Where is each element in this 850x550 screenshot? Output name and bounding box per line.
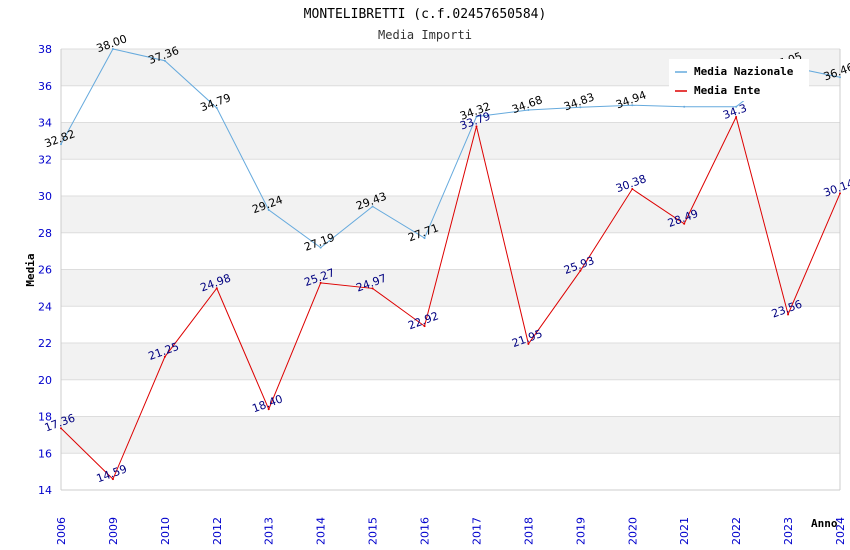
x-tick-label-2020: 2020 — [626, 517, 639, 545]
data-point-0-13 — [735, 105, 738, 108]
data-point-1-14 — [787, 313, 790, 316]
y-tick-label-30: 30 — [38, 190, 52, 203]
y-tick-label-16: 16 — [38, 447, 52, 460]
data-point-1-11 — [631, 188, 634, 191]
data-point-0-1 — [111, 48, 114, 50]
band-20 — [61, 343, 840, 380]
x-tick-label-2012: 2012 — [211, 517, 224, 545]
data-point-0-2 — [163, 59, 166, 62]
chart-title: MONTELIBRETTI (c.f.02457650584) — [304, 7, 547, 22]
x-tick-label-2014: 2014 — [315, 517, 328, 545]
data-point-1-7 — [423, 325, 426, 328]
data-label-0-3: 34.79 — [199, 91, 233, 114]
x-tick-label-2021: 2021 — [678, 517, 691, 545]
data-label-0-11: 34.94 — [614, 88, 648, 111]
x-tick-label-2006: 2006 — [55, 517, 68, 545]
data-point-0-11 — [631, 104, 634, 107]
data-point-0-9 — [527, 109, 530, 112]
x-tick-label-2017: 2017 — [470, 517, 483, 545]
series-lines — [60, 48, 841, 481]
y-tick-label-14: 14 — [38, 484, 52, 497]
x-axis-label: Anno — [811, 517, 838, 530]
x-tick-labels: 2006 2009 2010 2012 2013 2014 2015 2016 2017 2018… — [55, 517, 847, 545]
x-tick-label-2022: 2022 — [730, 517, 743, 545]
band-32 — [61, 122, 840, 160]
data-point-1-13 — [735, 115, 738, 118]
data-point-1-1 — [111, 478, 114, 481]
data-point-0-4 — [267, 208, 270, 211]
data-point-0-8 — [475, 115, 478, 118]
legend: Media Nazionale Media Ente — [669, 59, 809, 101]
legend-label-nazionale: Media Nazionale — [694, 65, 794, 78]
data-point-0-6 — [371, 205, 374, 208]
data-point-1-6 — [371, 287, 374, 290]
data-point-0-5 — [319, 246, 322, 249]
data-point-0-0 — [60, 143, 62, 146]
x-tick-label-2024: 2024 — [834, 517, 847, 545]
x-tick-label-2013: 2013 — [263, 517, 276, 545]
legend-label-ente: Media Ente — [694, 84, 761, 97]
y-tick-label-28: 28 — [38, 227, 52, 240]
y-tick-label-32: 32 — [38, 153, 52, 166]
y-tick-label-36: 36 — [38, 80, 52, 93]
y-tick-label-38: 38 — [38, 43, 52, 56]
x-tick-label-2016: 2016 — [419, 517, 432, 545]
data-point-1-9 — [527, 342, 530, 345]
data-point-1-3 — [215, 287, 218, 290]
data-point-1-8 — [475, 125, 478, 128]
data-label-1-4: 18.40 — [251, 392, 285, 415]
band-16 — [61, 416, 840, 454]
data-point-1-5 — [319, 281, 322, 284]
data-label-0-9: 34.68 — [510, 93, 544, 116]
data-point-1-4 — [267, 408, 270, 411]
data-point-0-15 — [839, 76, 841, 79]
data-label-1-7: 22.92 — [406, 309, 440, 332]
x-tick-label-2010: 2010 — [159, 517, 172, 545]
data-point-1-2 — [163, 355, 166, 358]
data-label-0-10: 34.83 — [562, 90, 596, 113]
data-point-1-0 — [60, 427, 62, 430]
data-point-0-7 — [423, 237, 426, 240]
y-tick-label-24: 24 — [38, 300, 52, 313]
x-tick-label-2015: 2015 — [367, 517, 380, 545]
y-tick-label-26: 26 — [38, 264, 52, 277]
legend-box — [669, 59, 809, 101]
data-label-0-5: 27.19 — [302, 231, 336, 254]
data-point-1-12 — [683, 222, 686, 225]
grid-lines — [60, 48, 841, 491]
data-point-0-3 — [215, 106, 218, 109]
chart-subtitle: Media Importi — [378, 28, 472, 42]
data-point-0-12 — [683, 105, 686, 108]
x-tick-label-2009: 2009 — [107, 517, 120, 545]
y-tick-label-18: 18 — [38, 411, 52, 424]
data-point-0-10 — [579, 106, 582, 109]
x-tick-label-2023: 2023 — [782, 517, 795, 545]
y-axis-label: Media — [24, 253, 37, 286]
series-line-0 — [60, 48, 841, 249]
x-tick-label-2019: 2019 — [574, 517, 587, 545]
x-tick-label-2018: 2018 — [522, 517, 535, 545]
data-point-1-10 — [579, 269, 582, 272]
y-tick-label-34: 34 — [38, 117, 52, 130]
y-tick-label-22: 22 — [38, 337, 52, 350]
y-tick-labels: 14 16 18 20 22 24 26 28 30 32 34 36 38 — [38, 43, 52, 497]
y-tick-label-20: 20 — [38, 374, 52, 387]
band-24 — [61, 269, 840, 307]
series-line-1 — [60, 115, 841, 481]
data-point-1-15 — [839, 192, 841, 195]
